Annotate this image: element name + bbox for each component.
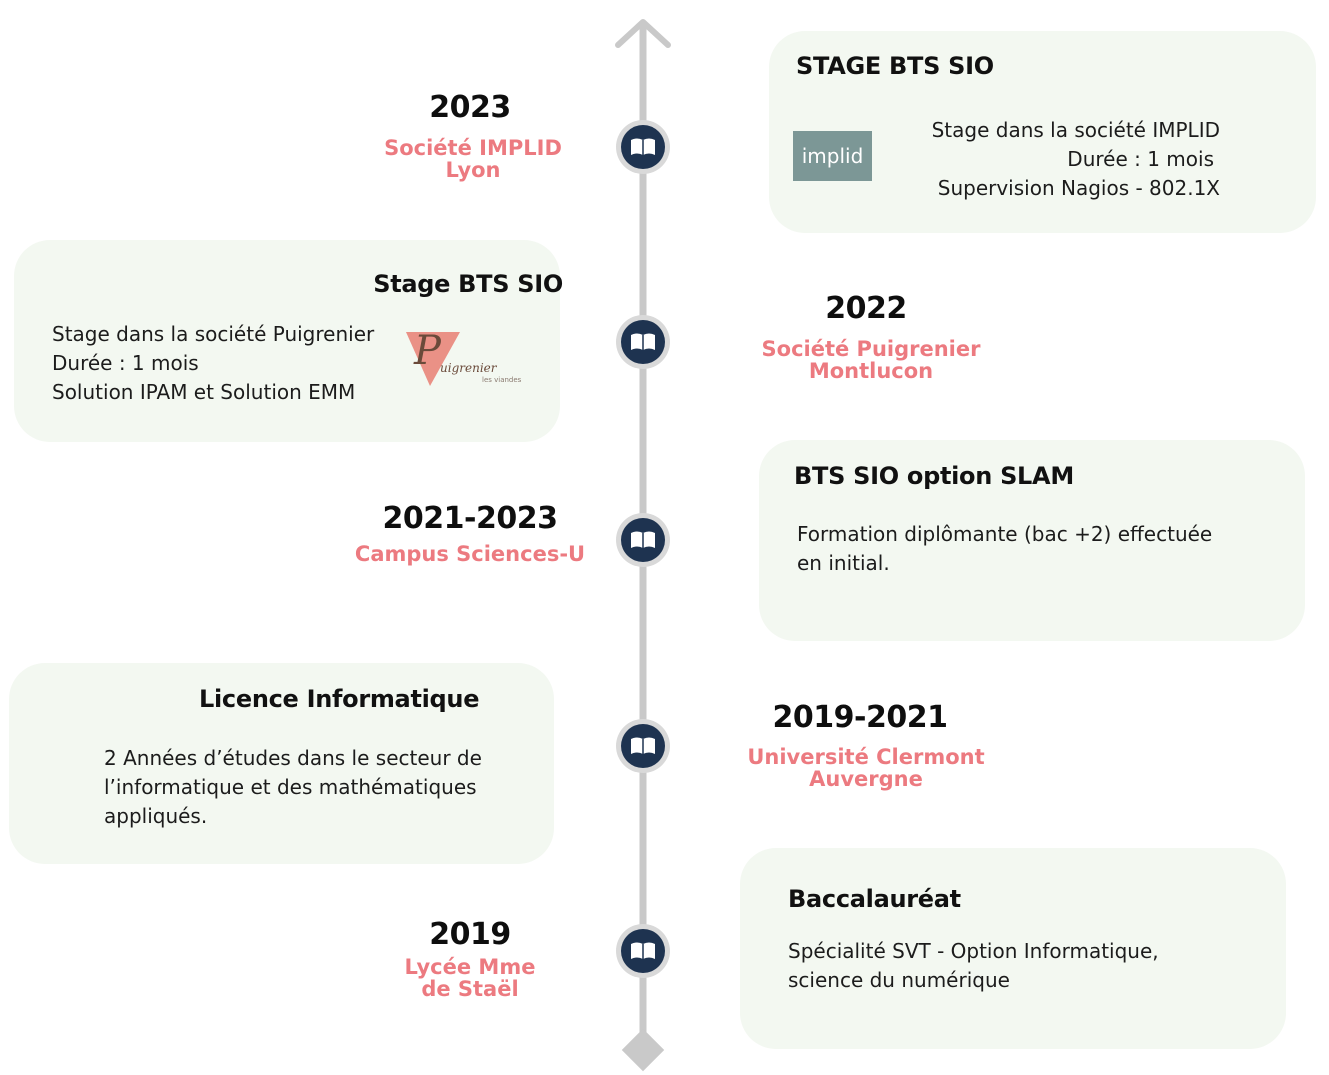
year-label: 2021-2023 [382, 501, 558, 536]
place-line: Montlucon [808, 359, 934, 383]
card-title: Baccalauréat [788, 885, 961, 913]
place-line: Société IMPLID [384, 136, 562, 160]
diamond-icon [621, 1028, 665, 1072]
card-bts-sio [759, 440, 1305, 641]
card-title: BTS SIO option SLAM [794, 462, 1074, 490]
puigrenier-logo-sub: les viandes [482, 376, 522, 384]
card-line: science du numérique [788, 968, 1010, 992]
card-line: Spécialité SVT - Option Informatique, [788, 939, 1159, 963]
place-label: Campus Sciences-U [320, 543, 620, 565]
card-title: Stage BTS SIO [373, 270, 563, 298]
card-line: Durée : 1 mois [1067, 147, 1214, 171]
card-body: Formation diplômante (bac +2) effectuée … [797, 520, 1212, 578]
card-line: en initial. [797, 551, 890, 575]
year-label: 2022 [825, 291, 907, 326]
puigrenier-logo-letter: P [413, 328, 442, 374]
open-book-icon [616, 513, 670, 567]
card-body: Stage dans la société IMPLID Durée : 1 m… [932, 116, 1220, 203]
arrow-up-icon [615, 19, 671, 48]
place-line: Lyon [445, 158, 501, 182]
card-stage-puigrenier [14, 240, 560, 442]
card-title: Licence Informatique [199, 685, 480, 713]
place-line: Université Clermont [747, 745, 985, 769]
year-label: 2019-2021 [772, 700, 948, 735]
place-line: Société Puigrenier [761, 337, 981, 361]
card-line: l’informatique et des mathématiques [104, 775, 477, 799]
card-title: STAGE BTS SIO [796, 52, 994, 80]
card-line: 2 Années d’études dans le secteur de [104, 746, 482, 770]
card-line: Supervision Nagios - 802.1X [937, 176, 1220, 200]
card-body: Spécialité SVT - Option Informatique, sc… [788, 937, 1159, 995]
card-line: Solution IPAM et Solution EMM [52, 380, 356, 404]
place-line: de Staël [421, 977, 519, 1001]
implid-logo: implid [793, 131, 872, 181]
card-bac [740, 848, 1286, 1049]
place-label: Société IMPLID Lyon [343, 137, 603, 181]
place-line: Campus Sciences-U [354, 542, 586, 566]
place-line: Lycée Mme [404, 955, 536, 979]
open-book-icon [616, 924, 670, 978]
place-label: Université Clermont Auvergne [716, 746, 1016, 790]
card-body: Stage dans la société Puigrenier Durée :… [52, 320, 374, 407]
puigrenier-logo: P uigrenier les viandes [406, 328, 522, 386]
place-label: Société Puigrenier Montlucon [731, 338, 1011, 382]
open-book-icon [616, 120, 670, 174]
place-line: Auvergne [809, 767, 923, 791]
card-licence [9, 663, 554, 864]
year-label: 2019 [429, 917, 511, 952]
card-line: appliqués. [104, 804, 208, 828]
place-label: Lycée Mme de Staël [340, 956, 600, 1000]
card-line: Stage dans la société Puigrenier [52, 322, 375, 346]
puigrenier-logo-word: uigrenier [440, 361, 498, 375]
open-book-icon [616, 315, 670, 369]
card-line: Stage dans la société IMPLID [931, 118, 1220, 142]
card-line: Durée : 1 mois [52, 351, 199, 375]
card-body: 2 Années d’études dans le secteur de l’i… [104, 744, 482, 831]
open-book-icon [616, 719, 670, 773]
year-label: 2023 [429, 90, 511, 125]
card-line: Formation diplômante (bac +2) effectuée [797, 522, 1213, 546]
